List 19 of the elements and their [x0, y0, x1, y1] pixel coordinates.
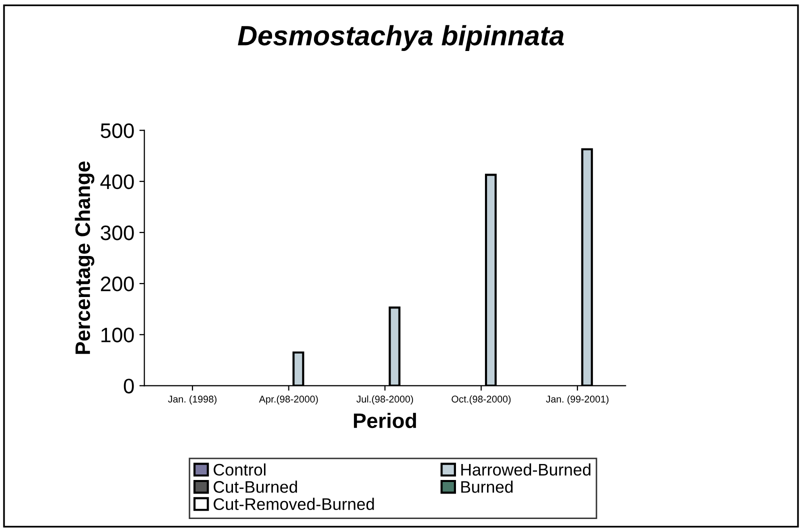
legend-label: Cut-Removed-Burned	[214, 498, 374, 510]
y-tick-label: 0	[124, 378, 134, 394]
y-tick-label: 400	[100, 174, 134, 190]
y-tick-label: 300	[100, 225, 134, 240]
x-tick-label: Jan. (99-2001)	[546, 395, 608, 404]
legend-label: Harrowed-Burned	[461, 463, 590, 476]
x-tick-label: Jul.(98-2000)	[356, 395, 413, 404]
x-tick-label: Jan. (1998)	[168, 395, 216, 404]
y-tick-label: 100	[101, 328, 134, 342]
chart-title: Desmostachya bipinnata	[238, 25, 564, 51]
legend-label: Control	[214, 463, 266, 476]
y-tick-label: 200	[100, 276, 134, 292]
x-tick-label: Apr.(98-2000)	[259, 395, 318, 404]
y-axis-title: Percentage Change	[74, 161, 94, 354]
x-axis-title: Period	[354, 412, 416, 428]
legend-label: Cut-Burned	[214, 480, 297, 493]
x-tick-label: Oct.(98-2000)	[452, 395, 511, 404]
legend-label: Burned	[461, 480, 513, 493]
y-tick-label: 500	[100, 123, 134, 138]
